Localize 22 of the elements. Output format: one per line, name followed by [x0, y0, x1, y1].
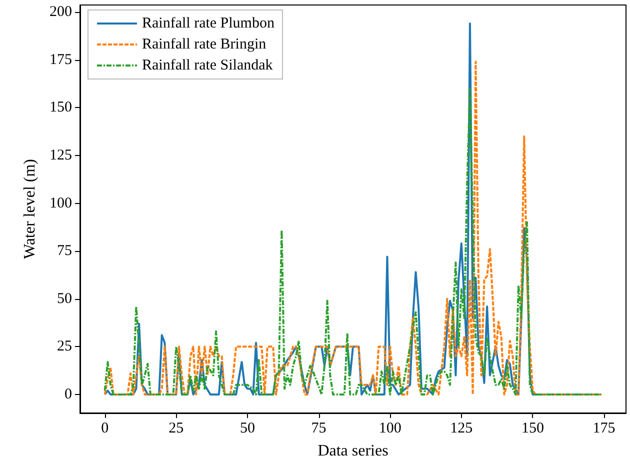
legend-label: Rainfall rate Silandak	[142, 58, 274, 74]
y-tick-label: 25	[57, 338, 72, 355]
y-tick-label: 125	[50, 147, 72, 164]
x-tick-label: 75	[311, 420, 326, 436]
x-tick-label: 175	[592, 420, 616, 436]
y-tick-label: 175	[50, 52, 72, 68]
x-tick-label: 25	[168, 420, 184, 436]
x-tick-label: 0	[101, 420, 109, 436]
x-axis-title: Data series	[318, 442, 388, 460]
y-tick-label: 75	[57, 243, 72, 260]
x-tick-label: 150	[521, 420, 544, 436]
x-tick-label: 100	[378, 420, 402, 436]
y-tick-label: 150	[50, 100, 72, 116]
y-axis-title: Water level (m)	[22, 159, 38, 259]
y-tick-label: 200	[50, 4, 72, 20]
x-tick-label: 125	[450, 420, 473, 436]
legend-label: Rainfall rate Bringin	[142, 36, 267, 52]
y-tick-label: 100	[50, 195, 72, 212]
legend-label: Rainfall rate Plumbon	[142, 16, 275, 32]
x-tick-label: 50	[240, 420, 255, 436]
y-tick-label: 50	[57, 290, 72, 307]
y-tick-label: 0	[64, 386, 72, 402]
